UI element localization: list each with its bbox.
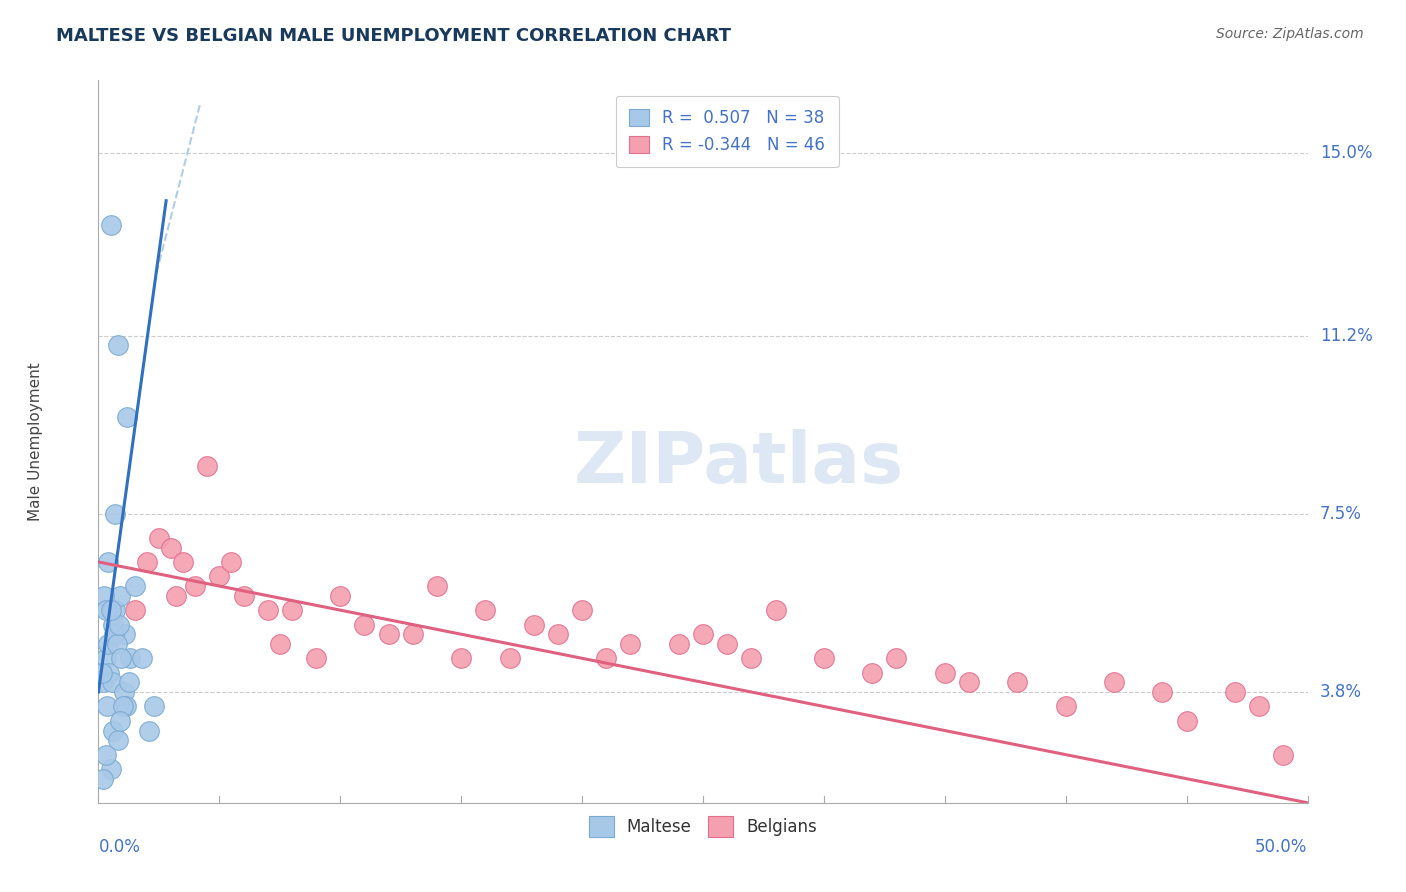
Point xyxy=(107,338,129,352)
Point xyxy=(104,603,127,617)
Point xyxy=(108,617,131,632)
Point xyxy=(184,579,207,593)
Text: 11.2%: 11.2% xyxy=(1320,326,1372,344)
Point xyxy=(91,772,114,786)
Point xyxy=(353,617,375,632)
Point xyxy=(110,651,132,665)
Point xyxy=(1223,685,1246,699)
Point xyxy=(860,665,883,680)
Point xyxy=(118,675,141,690)
Point xyxy=(450,651,472,665)
Point xyxy=(143,699,166,714)
Point xyxy=(498,651,520,665)
Point xyxy=(474,603,496,617)
Point xyxy=(377,627,399,641)
Point xyxy=(101,617,124,632)
Point xyxy=(668,637,690,651)
Text: MALTESE VS BELGIAN MALE UNEMPLOYMENT CORRELATION CHART: MALTESE VS BELGIAN MALE UNEMPLOYMENT COR… xyxy=(56,27,731,45)
Point xyxy=(886,651,908,665)
Point xyxy=(138,723,160,738)
Point xyxy=(402,627,425,641)
Point xyxy=(692,627,714,641)
Text: 7.5%: 7.5% xyxy=(1320,505,1361,523)
Point xyxy=(1249,699,1271,714)
Point xyxy=(281,603,304,617)
Point xyxy=(131,651,153,665)
Text: ZIPatlas: ZIPatlas xyxy=(574,429,904,498)
Point xyxy=(98,665,121,680)
Point xyxy=(716,637,738,651)
Point xyxy=(172,555,194,569)
Point xyxy=(104,507,127,521)
Text: 0.0%: 0.0% xyxy=(98,838,141,855)
Point xyxy=(813,651,835,665)
Point xyxy=(256,603,278,617)
Point xyxy=(934,665,956,680)
Text: Male Unemployment: Male Unemployment xyxy=(28,362,44,521)
Point xyxy=(97,555,120,569)
Point xyxy=(124,579,146,593)
Point xyxy=(595,651,617,665)
Point xyxy=(118,651,141,665)
Point xyxy=(117,410,139,425)
Point xyxy=(112,685,135,699)
Legend: Maltese, Belgians: Maltese, Belgians xyxy=(581,808,825,845)
Point xyxy=(765,603,787,617)
Point xyxy=(221,555,243,569)
Point xyxy=(93,589,115,603)
Point xyxy=(94,603,117,617)
Point xyxy=(124,603,146,617)
Point xyxy=(96,699,118,714)
Point xyxy=(160,541,183,555)
Point xyxy=(100,603,122,617)
Point xyxy=(97,637,120,651)
Point xyxy=(426,579,449,593)
Point xyxy=(108,589,131,603)
Point xyxy=(103,627,125,641)
Point xyxy=(148,531,170,545)
Point xyxy=(1102,675,1125,690)
Point xyxy=(100,675,122,690)
Point xyxy=(1007,675,1029,690)
Point xyxy=(91,665,114,680)
Text: 3.8%: 3.8% xyxy=(1320,683,1361,701)
Point xyxy=(91,675,114,690)
Text: 50.0%: 50.0% xyxy=(1256,838,1308,855)
Point xyxy=(329,589,352,603)
Point xyxy=(957,675,980,690)
Point xyxy=(135,555,157,569)
Point xyxy=(619,637,641,651)
Point xyxy=(107,733,129,747)
Point xyxy=(571,603,593,617)
Point xyxy=(108,714,131,728)
Point xyxy=(165,589,187,603)
Point xyxy=(305,651,328,665)
Point xyxy=(115,699,138,714)
Point xyxy=(1272,747,1295,762)
Text: 15.0%: 15.0% xyxy=(1320,144,1372,161)
Point xyxy=(208,569,231,583)
Point xyxy=(523,617,546,632)
Point xyxy=(740,651,762,665)
Point xyxy=(1175,714,1198,728)
Point xyxy=(105,637,128,651)
Point xyxy=(100,218,122,232)
Point xyxy=(111,699,134,714)
Point xyxy=(547,627,569,641)
Point xyxy=(94,651,117,665)
Point xyxy=(195,458,218,473)
Point xyxy=(100,762,122,776)
Point xyxy=(1054,699,1077,714)
Point xyxy=(1152,685,1174,699)
Point xyxy=(114,627,136,641)
Point xyxy=(269,637,291,651)
Point xyxy=(101,723,124,738)
Point xyxy=(232,589,254,603)
Text: Source: ZipAtlas.com: Source: ZipAtlas.com xyxy=(1216,27,1364,41)
Point xyxy=(94,747,117,762)
